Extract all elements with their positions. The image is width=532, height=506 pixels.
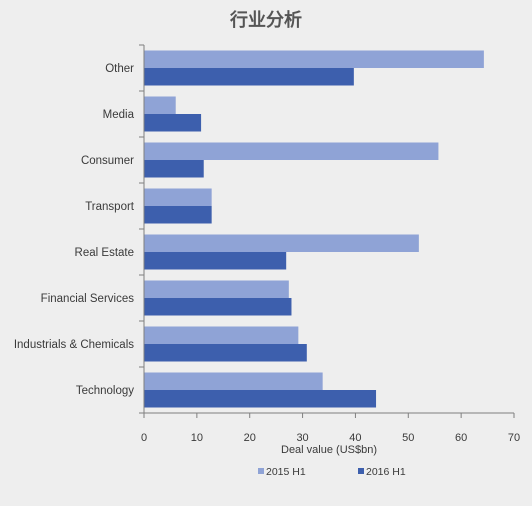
x-tick-label: 70: [508, 432, 520, 444]
legend: 2015 H1 2016 H1: [258, 466, 406, 478]
x-tick-label: 10: [191, 432, 203, 444]
legend-item-2016-h1: 2016 H1: [358, 466, 406, 478]
legend-label: 2015 H1: [266, 466, 306, 478]
bar-financial-services-2016-h1: [144, 298, 292, 316]
bar-industrials-chemicals-2015-h1: [144, 326, 299, 344]
category-label: Real Estate: [75, 247, 134, 259]
bars-layer: [144, 50, 484, 408]
bar-industrials-chemicals-2016-h1: [144, 344, 307, 362]
x-tick-label: 60: [455, 432, 467, 444]
bar-transport-2015-h1: [144, 188, 212, 206]
x-axis-title: Deal value (US$bn): [281, 444, 377, 456]
bar-consumer-2015-h1: [144, 142, 439, 160]
x-tick-label: 20: [244, 432, 256, 444]
category-label: Other: [105, 63, 134, 75]
bar-financial-services-2015-h1: [144, 280, 289, 298]
axis-layer: Other Media Consumer Transport Real Estate Fi…: [14, 44, 520, 444]
category-label: Financial Services: [41, 293, 135, 305]
legend-item-2015-h1: 2015 H1: [258, 466, 306, 478]
bar-technology-2016-h1: [144, 390, 377, 408]
bar-other-2015-h1: [144, 50, 484, 68]
category-label: Consumer: [81, 155, 134, 167]
bar-media-2015-h1: [144, 96, 176, 114]
x-tick-label: 30: [296, 432, 308, 444]
legend-swatch: [258, 468, 264, 474]
category-label: Industrials & Chemicals: [14, 339, 134, 351]
bar-real-estate-2015-h1: [144, 234, 419, 252]
bar-other-2016-h1: [144, 68, 354, 86]
bar-consumer-2016-h1: [144, 160, 204, 178]
legend-swatch: [358, 468, 364, 474]
chart-title: 行业分析: [229, 9, 302, 31]
bar-media-2016-h1: [144, 114, 202, 132]
x-tick-label: 40: [349, 432, 361, 444]
category-label: Technology: [76, 385, 134, 397]
category-label: Transport: [85, 201, 135, 213]
bar-real-estate-2016-h1: [144, 252, 287, 270]
legend-label: 2016 H1: [366, 466, 406, 478]
x-tick-label: 0: [141, 432, 147, 444]
bar-transport-2016-h1: [144, 206, 212, 224]
bar-technology-2015-h1: [144, 372, 323, 390]
x-tick-label: 50: [402, 432, 414, 444]
category-label: Media: [103, 109, 135, 121]
